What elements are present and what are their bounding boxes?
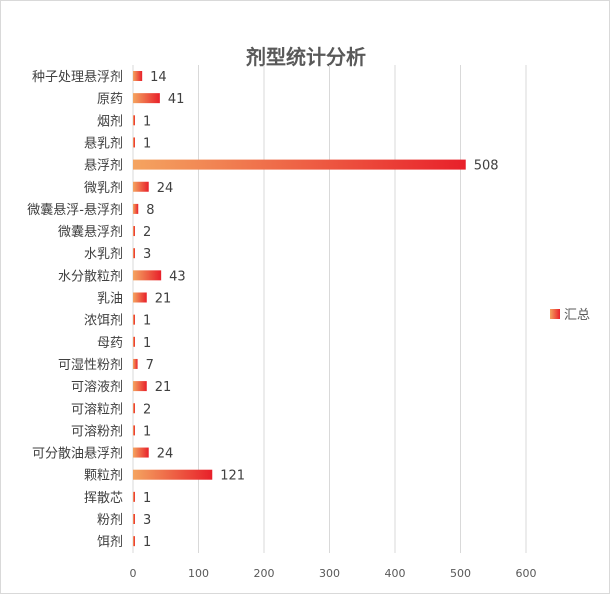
grid-lines	[132, 65, 527, 553]
category-label: 浓饵剂	[84, 314, 123, 329]
x-tick-label: 500	[450, 567, 471, 580]
bar	[133, 159, 466, 170]
bar	[133, 381, 147, 392]
category-label: 悬浮剂	[84, 159, 123, 174]
data-label: 1	[143, 136, 151, 151]
data-label: 3	[143, 247, 151, 262]
x-tick-labels: 0 100 200 300 400 500 600	[130, 567, 537, 580]
category-label: 可分散油悬浮剂	[32, 447, 123, 462]
bar	[133, 314, 135, 325]
data-label: 508	[474, 159, 499, 174]
x-tick-label: 600	[516, 567, 537, 580]
category-label: 可溶液剂	[71, 380, 123, 395]
category-label: 颗粒剂	[84, 469, 123, 484]
data-label: 2	[143, 402, 151, 417]
data-label: 1	[143, 314, 151, 329]
category-label: 微乳剂	[84, 181, 123, 196]
bar	[133, 491, 135, 502]
category-label: 水乳剂	[84, 247, 123, 262]
bar	[133, 469, 213, 480]
category-label: 水分散粒剂	[58, 269, 123, 284]
category-label: 挥散芯	[84, 491, 123, 506]
category-label: 可溶粉剂	[71, 424, 123, 439]
bar	[133, 292, 147, 303]
category-label: 可湿性粉剂	[58, 358, 123, 373]
bar	[133, 447, 149, 458]
category-label: 原药	[97, 92, 123, 107]
bar	[133, 71, 143, 81]
bars	[133, 71, 466, 547]
data-label: 8	[146, 203, 154, 218]
category-labels: 种子处理悬浮剂原药烟剂悬乳剂悬浮剂微乳剂微囊悬浮-悬浮剂微囊悬浮剂水乳剂水分散粒…	[27, 70, 123, 550]
x-tick-label: 0	[130, 567, 137, 580]
legend-swatch	[550, 309, 560, 319]
data-label: 21	[155, 292, 172, 307]
data-label: 2	[143, 225, 151, 240]
data-label: 21	[155, 380, 172, 395]
bar	[133, 336, 135, 347]
legend-label: 汇总	[564, 308, 590, 323]
x-tick-label: 100	[188, 567, 209, 580]
data-label: 7	[146, 358, 154, 373]
bar	[133, 425, 135, 436]
data-label: 1	[143, 535, 151, 550]
data-label: 24	[157, 181, 174, 196]
bar	[133, 226, 135, 237]
category-label: 粉剂	[97, 513, 123, 528]
data-label: 14	[150, 70, 167, 85]
bar	[133, 203, 139, 214]
bar	[133, 403, 135, 414]
legend: 汇总	[550, 308, 590, 323]
data-label: 1	[143, 424, 151, 439]
x-tick-label: 200	[254, 567, 275, 580]
bar	[133, 248, 135, 259]
bar	[133, 137, 135, 148]
data-label: 41	[168, 92, 185, 107]
data-label: 1	[143, 491, 151, 506]
data-label: 43	[169, 269, 186, 284]
category-label: 乳油	[97, 292, 123, 307]
data-label: 1	[143, 114, 151, 129]
data-label: 121	[220, 469, 245, 484]
chart-title: 剂型统计分析	[246, 45, 366, 69]
category-label: 母药	[97, 336, 123, 351]
category-label: 饵剂	[97, 535, 123, 550]
x-tick-label: 400	[385, 567, 406, 580]
category-label: 烟剂	[97, 114, 123, 129]
bar	[133, 115, 135, 126]
category-label: 悬乳剂	[84, 136, 123, 151]
category-label: 微囊悬浮-悬浮剂	[27, 202, 123, 218]
category-label: 种子处理悬浮剂	[32, 70, 123, 85]
bar	[133, 181, 149, 192]
bar	[133, 514, 135, 524]
data-label: 24	[157, 447, 174, 462]
bar	[133, 536, 135, 547]
category-label: 微囊悬浮剂	[58, 224, 123, 240]
bar	[133, 93, 160, 104]
bar	[133, 358, 138, 369]
category-label: 可溶粒剂	[71, 402, 123, 417]
bar	[133, 270, 162, 281]
x-tick-label: 300	[319, 567, 340, 580]
data-label: 3	[143, 513, 151, 528]
data-label: 1	[143, 336, 151, 351]
